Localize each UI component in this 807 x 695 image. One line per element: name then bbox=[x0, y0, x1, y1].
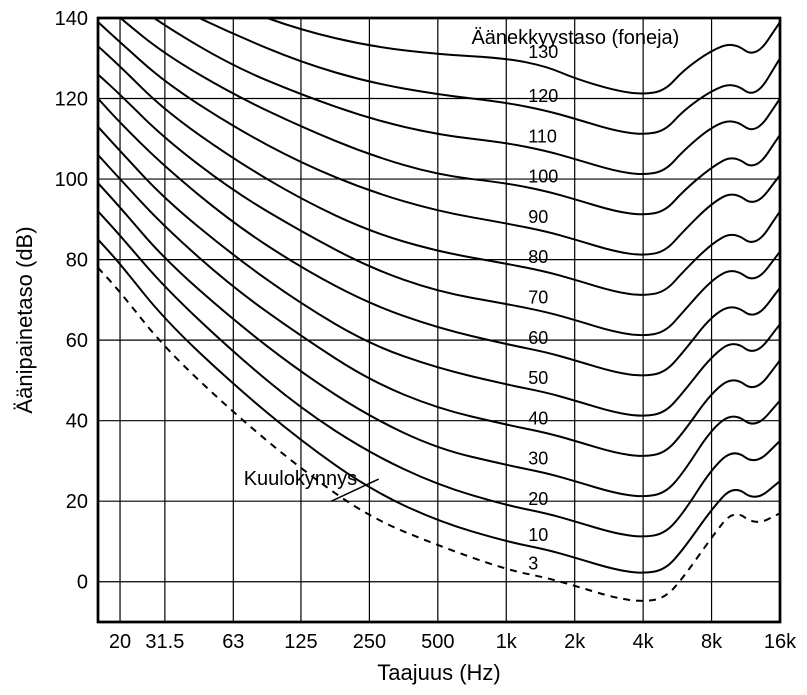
x-tick-label: 8k bbox=[701, 631, 723, 653]
loudness-curve-70 bbox=[98, 74, 780, 335]
loudness-curve-90 bbox=[98, 22, 780, 255]
curve-label-50: 50 bbox=[528, 368, 548, 388]
y-tick-label: 140 bbox=[55, 8, 88, 30]
curve-label-20: 20 bbox=[528, 489, 548, 509]
y-tick-label: 120 bbox=[55, 89, 88, 111]
loudness-curve-10 bbox=[98, 239, 780, 572]
x-tick-label: 16k bbox=[764, 631, 797, 653]
x-axis-title: Taajuus (Hz) bbox=[377, 660, 500, 685]
x-tick-label: 2k bbox=[564, 631, 586, 653]
loudness-curve-110 bbox=[98, 0, 780, 174]
x-tick-label: 250 bbox=[353, 631, 386, 653]
loudness-curve-40 bbox=[98, 155, 780, 456]
curve-label-80: 80 bbox=[528, 247, 548, 267]
curve-label-30: 30 bbox=[528, 449, 548, 469]
curve-label-10: 10 bbox=[528, 525, 548, 545]
curve-label-110: 110 bbox=[528, 126, 557, 146]
curve-label-60: 60 bbox=[528, 328, 548, 348]
x-tick-label: 20 bbox=[109, 631, 131, 653]
y-tick-label: 80 bbox=[66, 250, 88, 272]
y-tick-label: 60 bbox=[66, 330, 88, 352]
curve-label-70: 70 bbox=[528, 288, 548, 308]
threshold-annotation: Kuulokynnys bbox=[244, 468, 357, 490]
curve-label-100: 100 bbox=[528, 167, 558, 187]
loudness-curve-120 bbox=[98, 0, 780, 134]
curve-label-40: 40 bbox=[528, 408, 548, 428]
y-tick-label: 100 bbox=[55, 169, 88, 191]
x-tick-label: 500 bbox=[421, 631, 454, 653]
curve-label-90: 90 bbox=[528, 207, 548, 227]
x-tick-label: 125 bbox=[284, 631, 317, 653]
curve-label-120: 120 bbox=[528, 86, 558, 106]
x-tick-label: 31.5 bbox=[145, 631, 184, 653]
legend-label: Äänekkyystaso (foneja) bbox=[471, 27, 679, 49]
y-tick-label: 20 bbox=[66, 491, 88, 513]
curve-label-3: 3 bbox=[528, 553, 538, 573]
x-tick-label: 63 bbox=[222, 631, 244, 653]
y-tick-label: 40 bbox=[66, 411, 88, 433]
x-tick-label: 1k bbox=[496, 631, 518, 653]
loudness-curve-50 bbox=[98, 127, 780, 416]
y-axis-title: Äänipainetaso (dB) bbox=[12, 226, 37, 413]
x-tick-label: 4k bbox=[633, 631, 655, 653]
y-tick-label: 0 bbox=[77, 572, 88, 594]
